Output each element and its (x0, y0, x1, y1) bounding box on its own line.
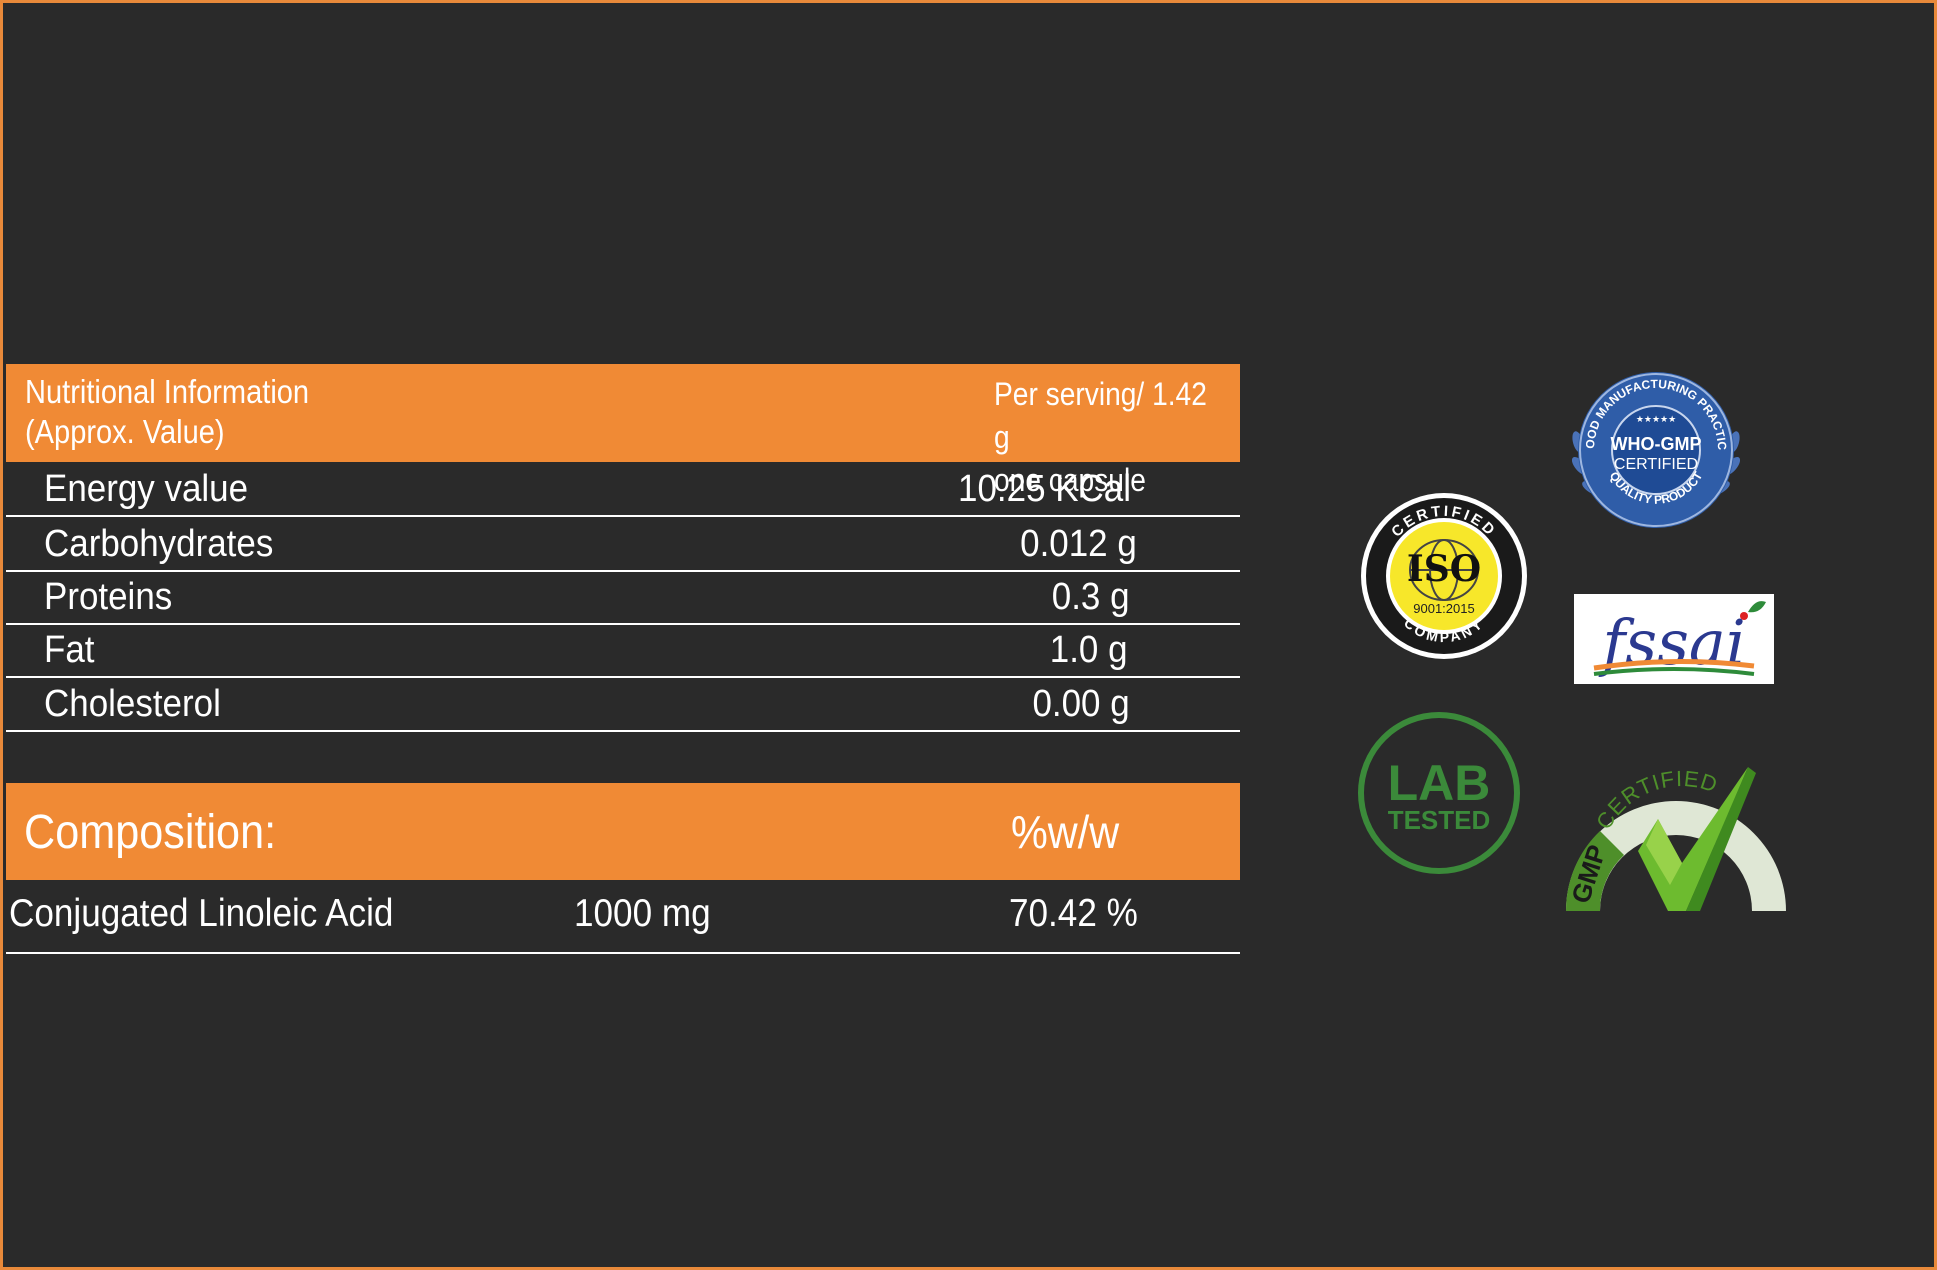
nutrition-row-cholesterol: Cholesterol 0.00 g (6, 677, 1240, 732)
serving-unit: one capsule (994, 462, 1146, 498)
nutrition-header: Nutritional Information (Approx. Value) … (6, 364, 1240, 498)
nutrition-row-proteins: Proteins 0.3 g (6, 570, 1240, 625)
composition-header: Composition: %w/w (6, 783, 1240, 880)
nutrition-title-line1: Nutritional Information (25, 373, 310, 410)
nutrient-value: 10.25 KCal (958, 468, 1131, 510)
composition-unit: %w/w (1011, 806, 1120, 858)
iso-seal-icon: CERTIFIED COMPANY ISO 9001:2015 (1361, 493, 1527, 659)
iso-label: ISO (1407, 548, 1481, 590)
nutrition-row-fat: Fat 1.0 g (6, 623, 1240, 678)
nutrition-row-energy: Energy value 10.25 KCal (6, 462, 1240, 517)
nutrient-label: Proteins (44, 576, 173, 618)
serving-info: Per serving/ 1.42 g one capsule (994, 373, 1210, 502)
composition-row: Conjugated Linoleic Acid 1000 mg 70.42 % (6, 880, 1240, 954)
nutrition-row-carbohydrates: Carbohydrates 0.012 g (6, 517, 1240, 572)
nutrient-label: Cholesterol (44, 683, 221, 725)
who-certified-label: CERTIFIED (1614, 456, 1698, 473)
nutrient-value: 0.3 g (1052, 576, 1130, 618)
gmp-certified-check-icon: CERTIFIED GMP (1565, 766, 1786, 911)
ingredient-amount: 1000 mg (574, 892, 711, 935)
lab-tested-icon: LAB TESTED (1358, 712, 1520, 874)
tested-label: TESTED (1388, 805, 1491, 835)
who-gmp-label: WHO-GMP (1611, 434, 1702, 454)
who-gmp-seal-icon: GOOD MANUFACTURING PRACTICE QUALITY PROD… (1558, 370, 1741, 528)
nutrient-value: 0.00 g (1032, 683, 1130, 725)
svg-text:★★★★★: ★★★★★ (1636, 414, 1676, 424)
lab-label: LAB (1388, 755, 1491, 811)
nutrient-label: Carbohydrates (44, 523, 274, 565)
nutrient-value: 1.0 g (1050, 629, 1128, 671)
nutrition-title: Nutritional Information (Approx. Value) (25, 372, 309, 452)
nutrition-title-line2: (Approx. Value) (25, 413, 225, 450)
ingredient-name: Conjugated Linoleic Acid (9, 892, 394, 935)
nutrient-label: Fat (44, 629, 95, 671)
composition-title: Composition: (24, 806, 277, 859)
iso-standard: 9001:2015 (1413, 601, 1474, 616)
nutrient-label: Energy value (44, 468, 249, 510)
nutrient-value: 0.012 g (1020, 523, 1137, 565)
ingredient-percent: 70.42 % (1009, 892, 1138, 935)
serving-size: Per serving/ 1.42 g (994, 376, 1207, 455)
fssai-logo-icon: fssai (1574, 594, 1774, 684)
